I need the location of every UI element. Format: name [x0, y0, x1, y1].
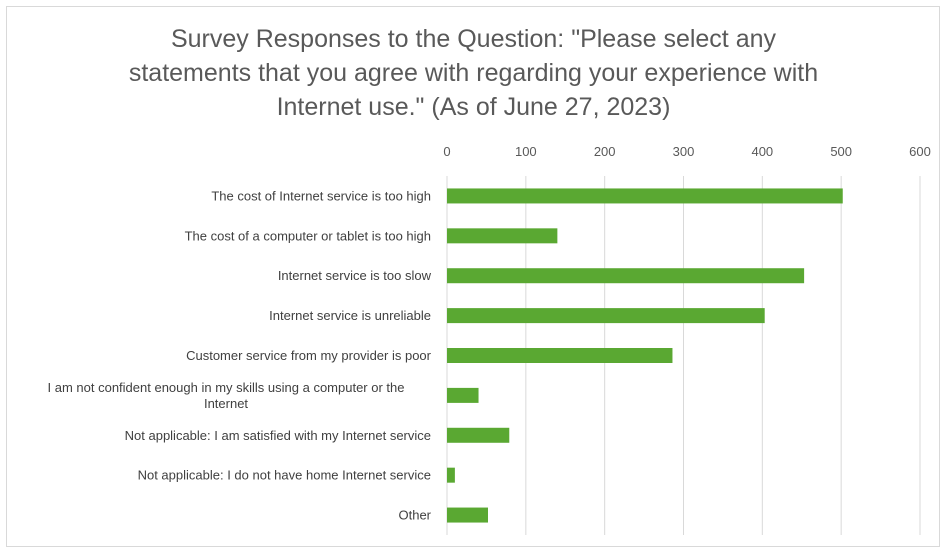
- bars: [447, 188, 843, 523]
- bar: [447, 188, 843, 204]
- chart-title-line-1: Survey Responses to the Question: "Pleas…: [170, 25, 777, 53]
- x-tick-label: 300: [673, 144, 695, 159]
- x-tick-label: 100: [515, 144, 537, 159]
- category-label: The cost of a computer or tablet is too …: [185, 228, 431, 243]
- x-tick-label: 600: [909, 144, 931, 159]
- category-label: Customer service from my provider is poo…: [186, 348, 432, 363]
- category-label: Internet service is unreliable: [269, 308, 431, 323]
- bar: [447, 348, 673, 363]
- category-label: Not applicable: I do not have home Inter…: [138, 468, 431, 483]
- category-label: Not applicable: I am satisfied with my I…: [125, 428, 431, 443]
- category-label: Internet: [204, 396, 248, 411]
- category-labels: The cost of Internet service is too high…: [48, 188, 432, 522]
- bar: [447, 228, 558, 244]
- chart-title-line-2: statements that you agree with regarding…: [128, 59, 819, 87]
- category-label: The cost of Internet service is too high: [211, 188, 431, 203]
- bar: [447, 308, 765, 324]
- bar: [447, 387, 479, 403]
- chart-title: Survey Responses to the Question: "Pleas…: [0, 22, 947, 124]
- x-tick-label: 200: [594, 144, 616, 159]
- x-tick-label: 500: [830, 144, 852, 159]
- category-label: Internet service is too slow: [278, 268, 432, 283]
- x-axis-tick-labels: 0 100 200 300 400 500 600: [443, 144, 930, 159]
- bar: [447, 268, 805, 284]
- bar: [447, 427, 510, 443]
- category-label: Other: [398, 508, 431, 523]
- x-tick-label: 0: [443, 144, 450, 159]
- chart-title-line-3: Internet use." (As of June 27, 2023): [276, 93, 671, 121]
- category-label: I am not confident enough in my skills u…: [48, 380, 405, 395]
- x-tick-label: 400: [751, 144, 773, 159]
- bar: [447, 467, 455, 483]
- bar: [447, 507, 488, 523]
